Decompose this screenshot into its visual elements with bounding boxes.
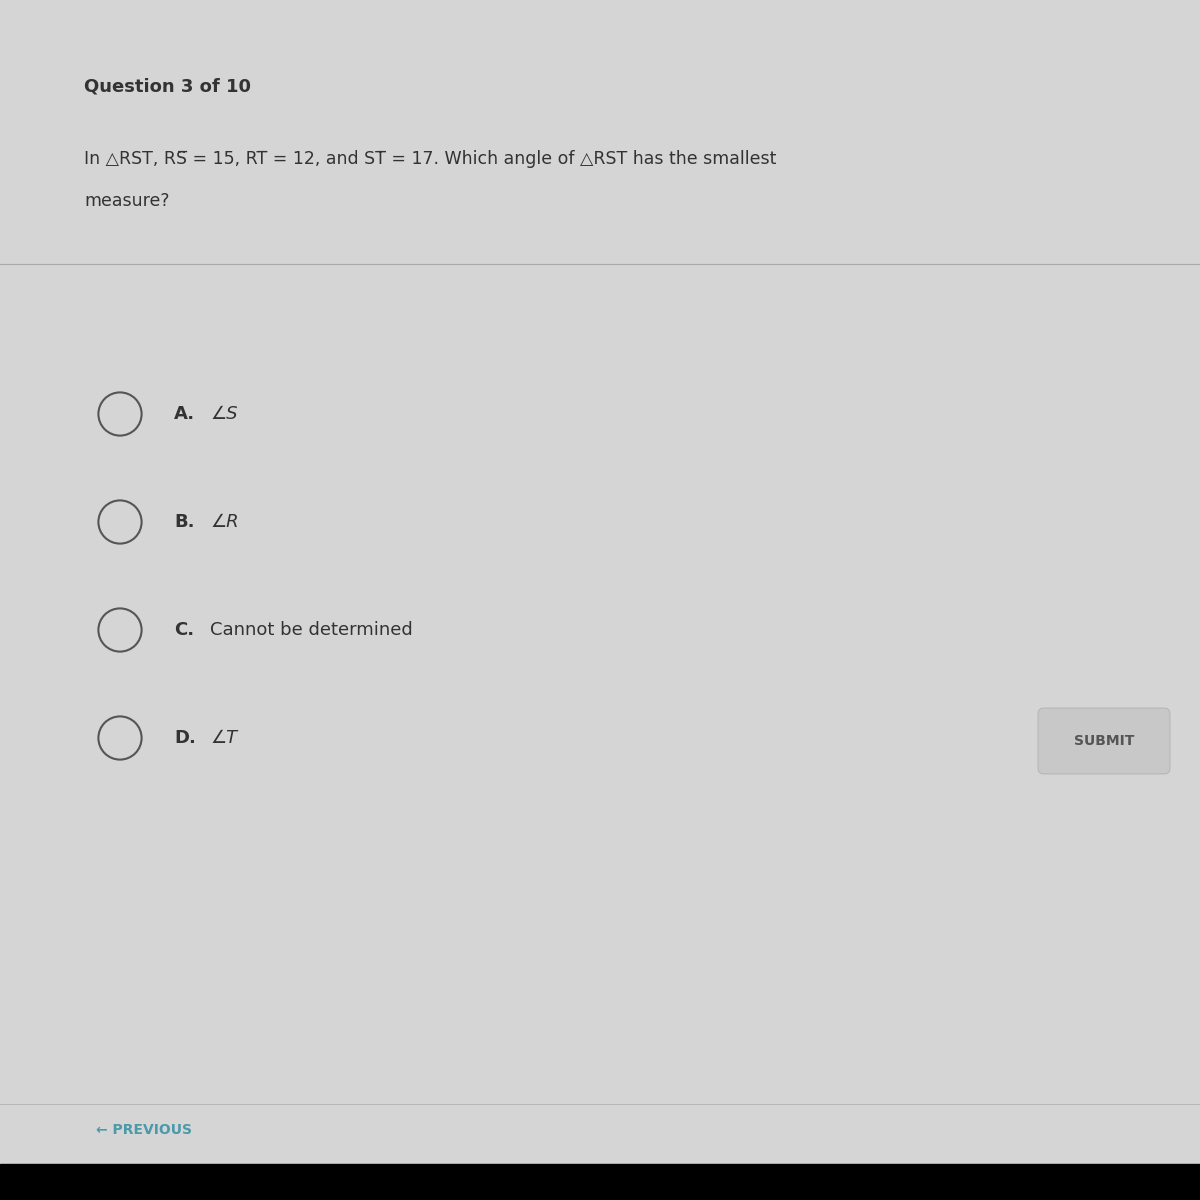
Text: A.: A. — [174, 404, 196, 422]
Text: In △RST, RS̅ = 15, RT̅ = 12, and ST̅ = 17. Which angle of △RST has the smallest: In △RST, RS̅ = 15, RT̅ = 12, and ST̅ = 1… — [84, 150, 776, 168]
Text: ∠R: ∠R — [210, 512, 239, 530]
Text: Cannot be determined: Cannot be determined — [210, 622, 413, 638]
Text: ← PREVIOUS: ← PREVIOUS — [96, 1123, 192, 1138]
Text: C.: C. — [174, 622, 194, 638]
Text: SUBMIT: SUBMIT — [1074, 734, 1134, 748]
Text: ∠T: ∠T — [210, 728, 238, 746]
Bar — [0, 1164, 1200, 1200]
Text: B.: B. — [174, 512, 194, 530]
Text: ∠S: ∠S — [210, 404, 238, 422]
Text: D.: D. — [174, 728, 196, 746]
Text: Question 3 of 10: Question 3 of 10 — [84, 78, 251, 96]
Text: measure?: measure? — [84, 192, 169, 210]
FancyBboxPatch shape — [1038, 708, 1170, 774]
